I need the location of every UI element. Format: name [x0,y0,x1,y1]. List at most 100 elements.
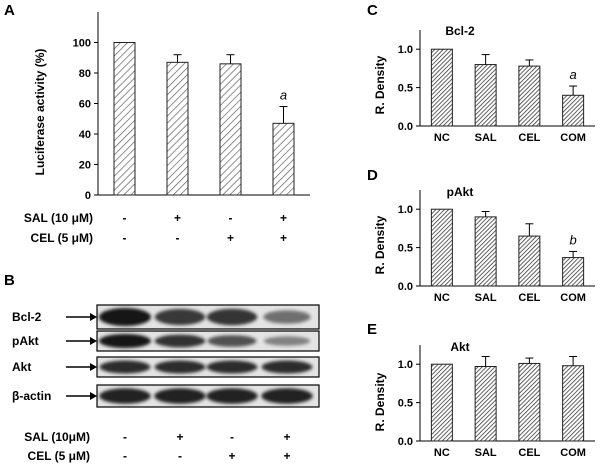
panel-label-a: A [4,2,15,19]
chart-c-significance-mark: a [570,67,577,82]
blot-treatment-sign: - [178,449,182,463]
chart-a-treatment-sign: - [229,211,233,225]
chart-c-bar [518,65,541,127]
blot-band [206,388,258,404]
chart-d-title: pAkt [447,185,474,199]
chart-e-bar [562,365,585,442]
chart-d-bar [474,216,497,287]
blot-row-arrowhead [90,313,97,321]
blot-treatment-sign: - [230,430,234,444]
chart-c-ytick-label: 1.0 [398,44,413,56]
chart-a-treatment-sign: - [123,211,127,225]
blot-row-arrowhead [90,337,97,345]
chart-e-ytick-label: 1.0 [398,359,413,371]
chart-a-treatment-sign: - [176,231,180,245]
chart-d-bar [430,208,453,287]
chart-a-treatment-label: SAL (10 μM) [24,211,93,225]
chart-d-category-label: CEL [518,292,540,304]
chart-a-ytick-label: 80 [79,68,91,80]
chart-c: Bcl-2 R. Density 0.0 0.5 1.0 NC SAL CEL a COM [373,24,595,144]
blot-band [99,388,151,404]
chart-d: pAkt R. Density 0.0 0.5 1.0 NC SAL CEL b COM [373,185,595,304]
chart-c-title: Bcl-2 [445,24,475,38]
chart-e-category-label: COM [560,447,586,459]
chart-c-category-label: NC [434,132,450,144]
chart-c-ylabel: R. Density [373,55,387,114]
chart-d-bar [518,235,541,287]
chart-a-treatment-label: CEL (5 μM) [31,231,93,245]
blot-treatment-sign: - [123,430,127,444]
chart-c-bar [474,64,497,127]
chart-a-treatment-sign: + [227,231,234,245]
chart-a-bar [219,63,242,196]
blot-band [154,334,206,348]
blot-treatment-sign: + [283,430,290,444]
blot-treatment-sign: - [123,449,127,463]
chart-d-ylabel: R. Density [373,215,387,274]
blot-treatment-sign: + [283,449,290,463]
blot-band [154,308,206,326]
blot-treatment-sign: + [176,430,183,444]
blot-band [261,388,313,404]
blot-row-label: Bcl-2 [12,310,42,324]
blot-treatment-label: CEL (5 μM) [28,449,90,463]
chart-c-bar [562,94,585,127]
chart-a: Luciferase activity (%) 0 20 40 60 80 100 a SAL… [24,12,310,245]
blot-row-arrowhead [90,363,97,371]
chart-e-category-label: CEL [518,447,540,459]
blot-band [263,310,311,324]
chart-a-treatment-sign: + [280,211,287,225]
panel-label-c: C [367,2,378,19]
chart-a-ytick-label: 20 [79,160,91,172]
blot-band [99,334,151,348]
blot-row-arrowhead [90,392,97,400]
chart-a-bar [113,42,136,196]
blot-band [263,336,311,346]
chart-c-ytick-label: 0.5 [398,83,413,95]
chart-d-category-label: COM [560,292,586,304]
blot-row-label: pAkt [12,334,39,348]
blot-band [206,360,258,374]
blot-band [99,308,151,326]
blot-treatment-label: SAL (10μM) [24,430,90,444]
blot-treatment-sign: + [228,449,235,463]
chart-e-ylabel: R. Density [373,372,387,431]
chart-a-bar [272,122,295,196]
chart-d-significance-mark: b [570,232,577,247]
chart-a-ytick-label: 60 [79,99,91,111]
panel-label-b: B [4,272,15,289]
chart-a-treatment-sign: + [280,231,287,245]
chart-c-category-label: SAL [475,132,497,144]
panel-label-d: D [367,167,378,184]
chart-c-ytick-label: 0.0 [398,121,413,133]
chart-a-significance-mark: a [280,88,287,103]
blot-row-label: Akt [12,360,31,374]
chart-e-bar [518,362,541,442]
chart-c-category-label: CEL [518,132,540,144]
chart-e-title: Akt [450,340,469,354]
chart-a-treatment-sign: - [123,231,127,245]
panel-label-e: E [367,321,377,338]
chart-d-category-label: NC [434,292,450,304]
blot-band [261,360,313,374]
blot-band [154,388,206,404]
chart-d-category-label: SAL [475,292,497,304]
chart-e-bar [474,366,497,442]
chart-a-bar [166,61,189,196]
blot-row-label: β-actin [12,389,51,403]
chart-a-ylabel: Luciferase activity (%) [33,49,47,176]
chart-a-treatment-sign: + [174,211,181,225]
chart-d-ytick-label: 0.0 [398,281,413,293]
western-blot: Bcl-2 pAkt Akt β-actin SAL (10μM) - + - + CEL (5 … [12,304,320,463]
blot-band [207,335,257,347]
chart-e-category-label: SAL [475,447,497,459]
chart-e-ytick-label: 0.0 [398,436,413,448]
chart-e: Akt R. Density 0.0 0.5 1.0 NC SAL CEL COM [373,340,595,459]
chart-e-category-label: NC [434,447,450,459]
chart-a-ytick-label: 100 [73,38,91,50]
chart-d-bar [562,257,585,287]
blot-band [206,308,258,326]
chart-a-ytick-label: 0 [85,190,91,202]
blot-band [99,360,151,374]
